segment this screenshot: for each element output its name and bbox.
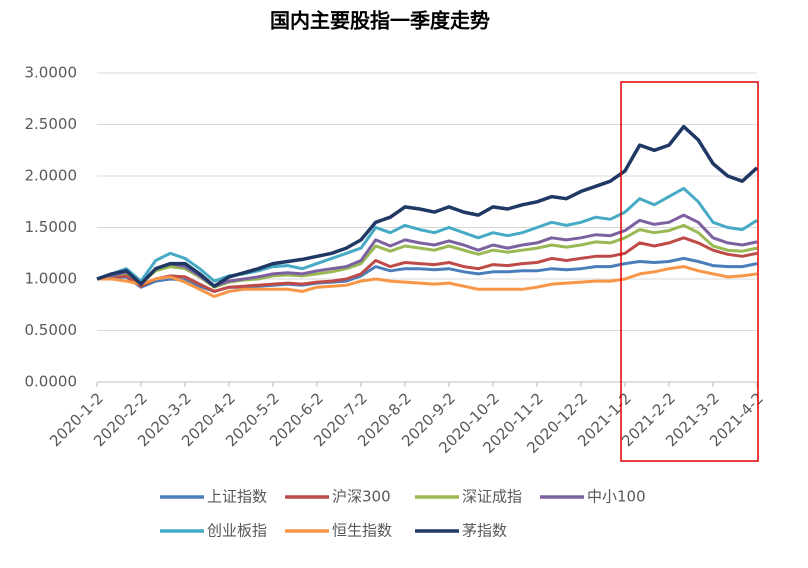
y-tick-label: 3.0000 [25,64,78,82]
legend-label: 上证指数 [207,488,267,506]
legend-label: 中小100 [587,488,646,506]
legend-label: 沪深300 [332,488,391,506]
y-tick-label: 2.5000 [25,115,78,133]
line-series [96,236,758,293]
legend-label: 创业板指 [207,522,267,540]
line-series [96,124,759,288]
legend-label: 深证成指 [462,488,522,506]
line-series [96,186,758,283]
y-tick-label: 2.0000 [25,167,78,185]
legend-label: 恒生指数 [332,522,392,540]
legend-label: 茅指数 [462,522,507,540]
chart-title: 国内主要股指一季度走势 [270,9,490,33]
line-series [97,265,758,298]
y-tick-label: 1.5000 [25,218,78,236]
y-tick-label: 1.0000 [25,270,78,288]
y-tick-label: 0.0000 [25,373,78,391]
y-tick-label: 0.5000 [25,321,78,339]
highlight-box [620,81,759,462]
